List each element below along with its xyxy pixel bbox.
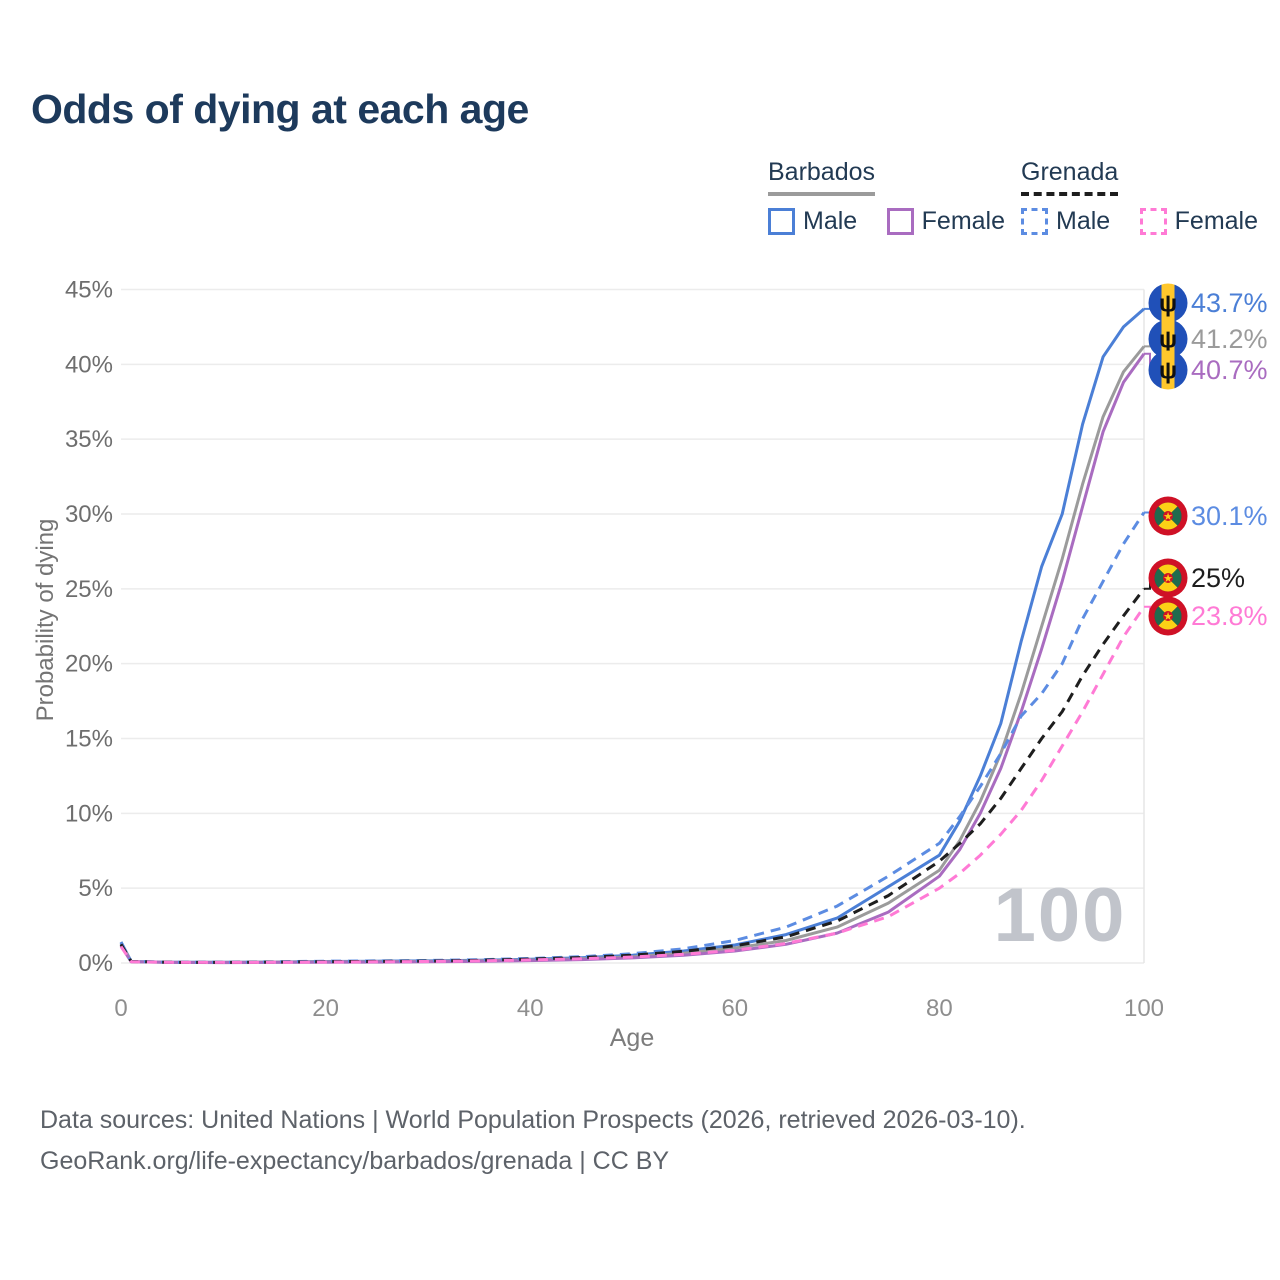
end-label-grenada-female: 23.8% [1191,601,1268,631]
y-tick-45: 45% [65,276,113,303]
legend-item-grenada-female[interactable]: Female [1139,206,1259,236]
series-line-barbados-male[interactable] [119,307,1145,964]
legend-group-grenada: Grenada Male Female [1021,158,1280,236]
barbados-flag-icon [1149,284,1188,323]
y-tick-5: 5% [78,875,113,902]
x-tick-20: 20 [312,995,339,1022]
legend-swatch-barbados-female[interactable] [886,207,914,235]
age-highlight-text: 100 [994,873,1127,958]
y-tick-30: 30% [65,501,113,528]
gridlines [121,288,1145,964]
legend-swatch-grenada-male[interactable] [1021,207,1048,235]
axis-ticks: 0% 5% 10% 15% 20% 25% 30% 35% 40% 45% 0 20 40 60 80 100 [65,276,1164,1022]
legend-item-barbados-male[interactable]: Male [768,207,857,236]
y-tick-15: 15% [65,725,113,752]
legend-label-grenada-female: Female [1174,206,1259,235]
y-tick-40: 40% [65,351,113,378]
footer-data-sources: Data sources: United Nations | World Pop… [40,1106,1026,1134]
footer-attribution: GeoRank.org/life-expectancy/barbados/gre… [40,1147,670,1175]
x-tick-100: 100 [1124,995,1164,1022]
x-axis-title: Age [609,1024,655,1052]
legend-country-barbados: Barbados [768,158,876,196]
barbados-flag-icon [1149,351,1188,390]
series-line-barbados-female[interactable] [119,352,1146,965]
grenada-flag-icon [1149,597,1188,636]
legend-swatch-barbados-male[interactable] [768,207,795,235]
y-tick-10: 10% [65,800,113,827]
x-tick-80: 80 [926,995,953,1022]
series-line-grenada-female[interactable] [119,605,1146,964]
end-label-barbados-male: 43.7% [1191,288,1268,318]
y-tick-25: 25% [65,576,113,603]
series-line-grenada-male[interactable] [119,511,1146,964]
end-label-barbados-female: 40.7% [1191,355,1268,385]
end-labels: 43.7% 41.2%40.7% 30.1% 25% 23.8% [1144,284,1268,636]
x-tick-0: 0 [114,995,127,1022]
end-label-grenada-male: 30.1% [1191,501,1268,531]
legend-label-barbados-male: Male [803,206,858,235]
x-tick-60: 60 [721,995,748,1022]
y-tick-35: 35% [65,426,113,453]
end-label-barbados: 41.2% [1191,324,1268,354]
legend-label-grenada-male: Male [1056,206,1111,235]
legend-item-grenada-male[interactable]: Male [1021,207,1110,236]
data-series [119,307,1146,965]
x-tick-40: 40 [517,995,544,1022]
legend-swatch-grenada-female[interactable] [1139,207,1167,235]
grenada-flag-icon [1149,559,1188,598]
legend-item-barbados-female[interactable]: Female [886,206,1006,236]
legend-label-barbados-female: Female [921,206,1006,235]
legend-group-barbados: Barbados Male Female [768,158,1030,236]
grenada-flag-icon [1149,497,1188,536]
end-label-grenada: 25% [1191,563,1245,593]
y-tick-20: 20% [65,651,113,678]
legend-country-grenada: Grenada [1021,158,1119,196]
y-tick-0: 0% [78,950,113,977]
age-highlight-watermark: 100 [994,873,1127,958]
page-title: Odds of dying at each age [31,86,529,132]
y-axis-title: Probability of dying [32,518,59,722]
